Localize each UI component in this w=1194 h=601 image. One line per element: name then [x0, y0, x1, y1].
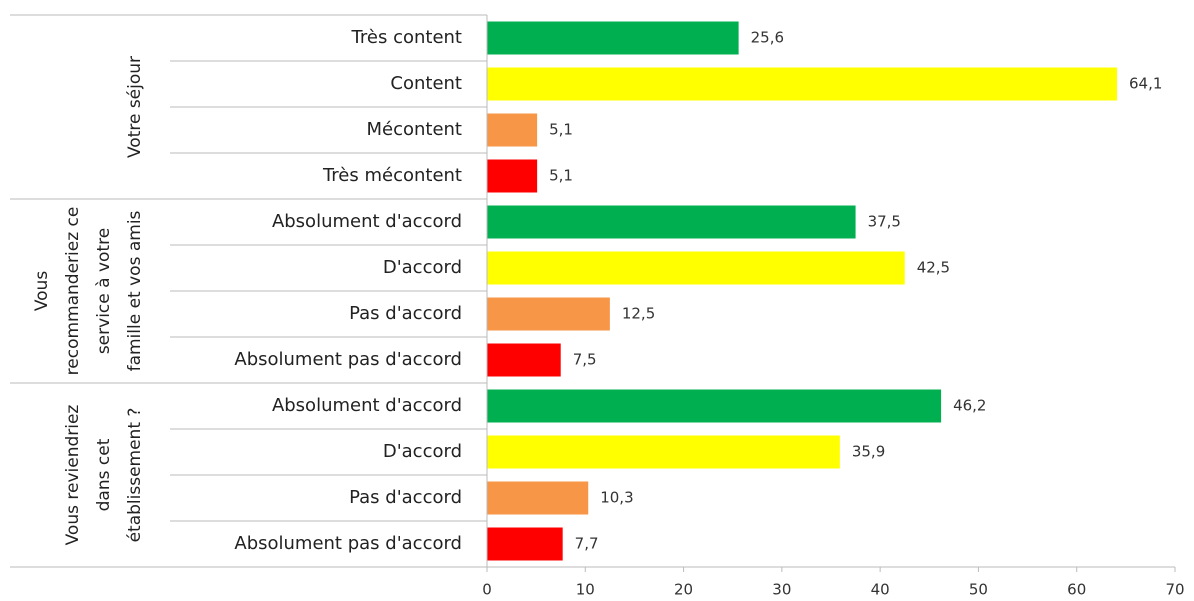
- category-label: Absolument pas d'accord: [234, 533, 462, 554]
- value-label: 35,9: [852, 443, 885, 461]
- x-tick-label: 70: [1165, 581, 1184, 599]
- x-tick-label: 40: [871, 581, 890, 599]
- category-label: D'accord: [383, 441, 462, 462]
- group-label: Vous: [32, 271, 52, 311]
- group-label: Votre séjour: [125, 56, 145, 158]
- bar: [487, 481, 589, 515]
- value-label: 25,6: [751, 29, 784, 47]
- bar: [487, 435, 840, 469]
- category-label: Content: [390, 73, 462, 94]
- category-label: Très mécontent: [322, 165, 462, 186]
- value-label: 7,7: [575, 535, 599, 553]
- category-label: Absolument d'accord: [272, 395, 462, 416]
- value-label: 5,1: [549, 121, 573, 139]
- x-tick-label: 50: [969, 581, 988, 599]
- value-label: 42,5: [917, 259, 950, 277]
- value-label: 64,1: [1129, 75, 1162, 93]
- x-tick-label: 30: [772, 581, 791, 599]
- bar: [487, 67, 1118, 101]
- bar: [487, 527, 563, 561]
- bar: [487, 343, 561, 377]
- bar: [487, 159, 538, 193]
- group-label: dans cet: [94, 438, 114, 511]
- group-label: Vous reviendriez: [63, 405, 83, 546]
- group-label: recommanderiez ce: [63, 207, 83, 376]
- value-label: 37,5: [868, 213, 901, 231]
- category-label: Pas d'accord: [349, 303, 462, 324]
- x-tick-label: 60: [1067, 581, 1086, 599]
- bar: [487, 297, 610, 331]
- group-label: service à votre: [94, 228, 114, 354]
- category-label: Pas d'accord: [349, 487, 462, 508]
- group-label: famille et vos amis: [125, 210, 145, 371]
- value-label: 5,1: [549, 167, 573, 185]
- bar: [487, 21, 739, 55]
- bar: [487, 113, 538, 147]
- value-label: 7,5: [573, 351, 597, 369]
- bar: [487, 251, 905, 285]
- category-label: Mécontent: [366, 119, 462, 140]
- category-label: Absolument d'accord: [272, 211, 462, 232]
- category-label: D'accord: [383, 257, 462, 278]
- value-label: 10,3: [600, 489, 633, 507]
- x-tick-label: 10: [576, 581, 595, 599]
- value-label: 46,2: [953, 397, 986, 415]
- bar: [487, 389, 942, 423]
- bar: [487, 205, 856, 239]
- x-tick-label: 0: [482, 581, 492, 599]
- category-label: Absolument pas d'accord: [234, 349, 462, 370]
- category-label: Très content: [351, 27, 462, 48]
- x-tick-label: 20: [674, 581, 693, 599]
- value-label: 12,5: [622, 305, 655, 323]
- group-label: établissement ?: [125, 408, 145, 543]
